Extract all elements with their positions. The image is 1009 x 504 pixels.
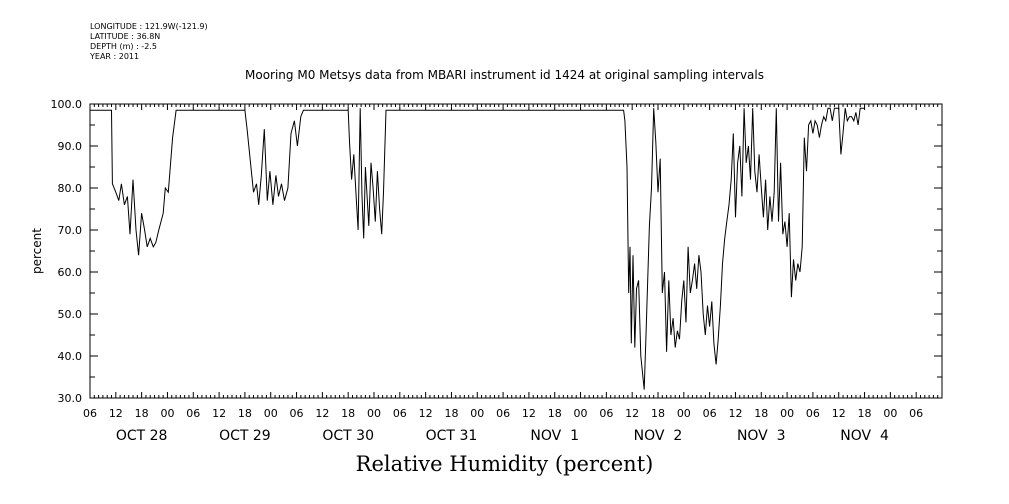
date-label: NOV 2 bbox=[634, 428, 683, 444]
series-line bbox=[90, 107, 865, 390]
hour-tick-label: 00 bbox=[264, 407, 278, 420]
hour-tick-label: 06 bbox=[186, 407, 200, 420]
hour-tick-label: 00 bbox=[160, 407, 174, 420]
x-axis: 06 12 18 00 06 12 18 00 06 12 18 00 06 12 18 00 06 12 18 00… bbox=[83, 104, 943, 444]
y-tick-label: 30.0 bbox=[58, 392, 83, 405]
hour-tick-label: 06 bbox=[83, 407, 97, 420]
hour-tick-label: 18 bbox=[651, 407, 665, 420]
hour-tick-label: 18 bbox=[548, 407, 562, 420]
hour-tick-label: 00 bbox=[780, 407, 794, 420]
hour-tick-label: 06 bbox=[806, 407, 820, 420]
hour-tick-label: 06 bbox=[599, 407, 613, 420]
hour-tick-label: 12 bbox=[315, 407, 329, 420]
date-label: OCT 29 bbox=[219, 428, 271, 444]
hour-tick-label: 00 bbox=[367, 407, 381, 420]
hour-tick-label: 12 bbox=[832, 407, 846, 420]
hour-tick-label: 18 bbox=[444, 407, 458, 420]
series-group bbox=[90, 107, 865, 390]
hour-tick-label: 18 bbox=[135, 407, 149, 420]
hour-tick-label: 12 bbox=[625, 407, 639, 420]
y-axis-label: percent bbox=[30, 228, 44, 274]
date-label: OCT 31 bbox=[426, 428, 478, 444]
hour-tick-label: 00 bbox=[574, 407, 588, 420]
date-label: NOV 3 bbox=[737, 428, 786, 444]
hour-tick-label: 06 bbox=[393, 407, 407, 420]
depth-text: DEPTH (m) : -2.5 bbox=[90, 42, 157, 51]
y-tick-label: 70.0 bbox=[58, 224, 83, 237]
y-tick-label: 90.0 bbox=[58, 140, 83, 153]
hour-tick-label: 00 bbox=[677, 407, 691, 420]
hour-tick-label: 12 bbox=[522, 407, 536, 420]
latitude-text: LATITUDE : 36.8N bbox=[90, 32, 161, 41]
hour-tick-label: 00 bbox=[883, 407, 897, 420]
hour-tick-label: 12 bbox=[212, 407, 226, 420]
y-axis: 30.0 40.0 50.0 60.0 70.0 80.0 90.0 100.0 bbox=[51, 98, 942, 405]
longitude-text: LONGITUDE : 121.9W(-121.9) bbox=[90, 22, 208, 31]
date-label: NOV 4 bbox=[840, 428, 889, 444]
y-tick-label: 60.0 bbox=[58, 266, 83, 279]
date-label: OCT 30 bbox=[322, 428, 374, 444]
bottom-label: Relative Humidity (percent) bbox=[355, 452, 654, 476]
hour-tick-label: 06 bbox=[909, 407, 923, 420]
hour-tick-label: 06 bbox=[290, 407, 304, 420]
chart-title: Mooring M0 Metsys data from MBARI instru… bbox=[245, 68, 764, 82]
hour-tick-label: 12 bbox=[419, 407, 433, 420]
y-tick-label: 100.0 bbox=[51, 98, 83, 111]
y-tick-label: 50.0 bbox=[58, 308, 83, 321]
hour-tick-label: 06 bbox=[703, 407, 717, 420]
hour-tick-label: 00 bbox=[470, 407, 484, 420]
hour-tick-label: 18 bbox=[754, 407, 768, 420]
hour-tick-label: 18 bbox=[858, 407, 872, 420]
year-text: YEAR : 2011 bbox=[90, 52, 140, 61]
y-tick-label: 80.0 bbox=[58, 182, 83, 195]
hour-tick-label: 18 bbox=[238, 407, 252, 420]
date-label: OCT 28 bbox=[116, 428, 168, 444]
y-tick-label: 40.0 bbox=[58, 350, 83, 363]
hour-tick-label: 12 bbox=[728, 407, 742, 420]
hour-tick-label: 06 bbox=[496, 407, 510, 420]
date-label: NOV 1 bbox=[530, 428, 579, 444]
metadata-block: LONGITUDE : 121.9W(-121.9) LATITUDE : 36… bbox=[90, 22, 208, 62]
plot-frame bbox=[89, 103, 943, 399]
hour-tick-label: 18 bbox=[341, 407, 355, 420]
hour-tick-label: 12 bbox=[109, 407, 123, 420]
